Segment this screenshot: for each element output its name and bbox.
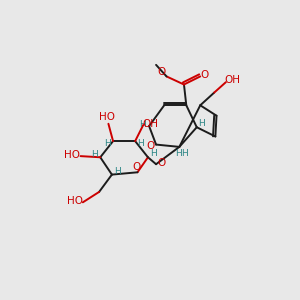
Text: HO: HO [64, 150, 80, 160]
Text: O: O [157, 158, 165, 168]
Text: H: H [139, 120, 146, 129]
Text: H: H [175, 149, 181, 158]
Text: O: O [157, 67, 166, 77]
Text: HO: HO [67, 196, 83, 206]
Text: H: H [181, 149, 188, 158]
Text: H: H [150, 149, 156, 158]
Text: H: H [199, 118, 205, 127]
Text: HO: HO [99, 112, 115, 122]
Text: O: O [132, 162, 140, 172]
Text: H: H [114, 167, 121, 176]
Text: O: O [201, 70, 209, 80]
Text: H: H [137, 139, 144, 148]
Text: H: H [104, 139, 111, 148]
Text: OH: OH [143, 119, 159, 129]
Text: O: O [147, 141, 155, 151]
Text: H: H [91, 150, 98, 159]
Text: OH: OH [224, 75, 240, 85]
